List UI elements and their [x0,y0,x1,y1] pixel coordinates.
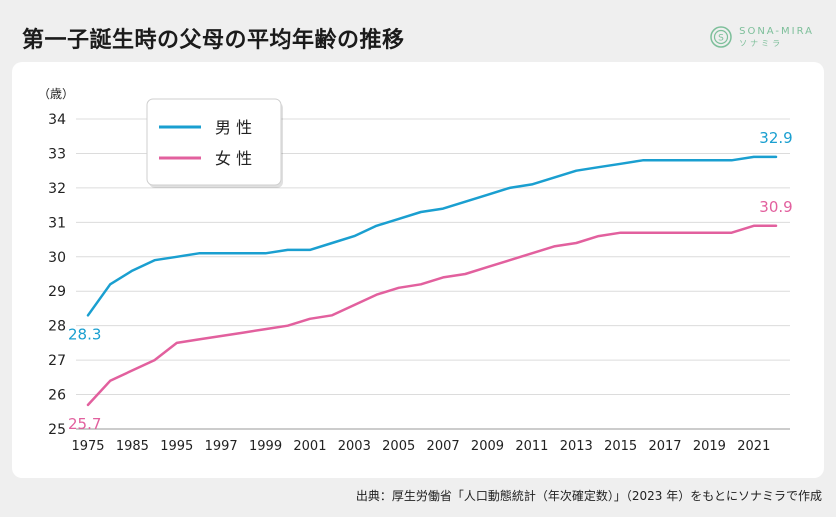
legend-label: 女 性 [215,149,252,168]
logo: S SONA-MIRA ソナミラ [709,22,814,52]
x-tick-label: 2001 [293,439,326,454]
y-tick-label: 29 [48,284,66,300]
series-lines [86,155,778,407]
logo-mark: S [718,34,724,44]
page-title: 第一子誕生時の父母の平均年齢の推移 [22,28,405,53]
y-tick-label: 31 [48,215,66,231]
y-tick-label: 27 [48,353,66,369]
male-series-line [86,155,778,317]
x-tick-label: 1997 [205,439,238,454]
y-tick-label: 34 [48,112,66,128]
x-tick-label: 2011 [515,439,548,454]
x-tick-label: 2003 [338,439,371,454]
y-tick-label: 30 [48,250,66,266]
start-value-label: 25.7 [68,415,101,433]
y-axis-unit-label: （歳） [38,87,74,101]
x-tick-label: 2015 [604,439,637,454]
y-axis: （歳） 25 26 27 28 29 30 31 32 33 34 [38,87,74,438]
y-tick-label: 26 [48,388,66,404]
grid-lines [76,118,790,430]
data-labels: 28.3 32.9 25.7 30.9 [68,129,793,433]
x-tick-label: 2019 [693,439,726,454]
x-tick-label: 2013 [560,439,593,454]
x-tick-label: 1985 [116,439,149,454]
x-tick-label: 2021 [737,439,770,454]
y-tick-label: 25 [48,422,66,438]
x-tick-label: 1999 [249,439,282,454]
x-tick-label: 2017 [648,439,681,454]
x-tick-label: 2007 [427,439,460,454]
y-tick-label: 33 [48,146,66,162]
x-axis: 1975 1985 1995 1997 1999 2001 2003 2005 2007 2009… [71,439,770,454]
logo-spiral-icon: S [710,26,732,48]
legend: 男 性女 性 [146,98,283,188]
logo-main-text: SONA-MIRA [739,25,814,37]
x-tick-label: 1975 [71,439,104,454]
source-note: 出典：厚生労働省「人口動態統計（年次確定数）」（2023 年）をもとにソナミラで… [355,489,822,503]
start-value-label: 28.3 [68,325,101,343]
x-tick-label: 1995 [160,439,193,454]
end-value-label: 30.9 [759,198,792,216]
y-tick-label: 32 [48,181,66,197]
legend-box [146,98,282,186]
end-value-label: 32.9 [759,129,792,147]
x-tick-label: 2005 [382,439,415,454]
legend-label: 男 性 [215,118,252,137]
logo-sub-text: ソナミラ [739,38,784,48]
female-series-line [86,224,778,407]
y-tick-label: 28 [48,319,66,335]
x-tick-label: 2009 [471,439,504,454]
